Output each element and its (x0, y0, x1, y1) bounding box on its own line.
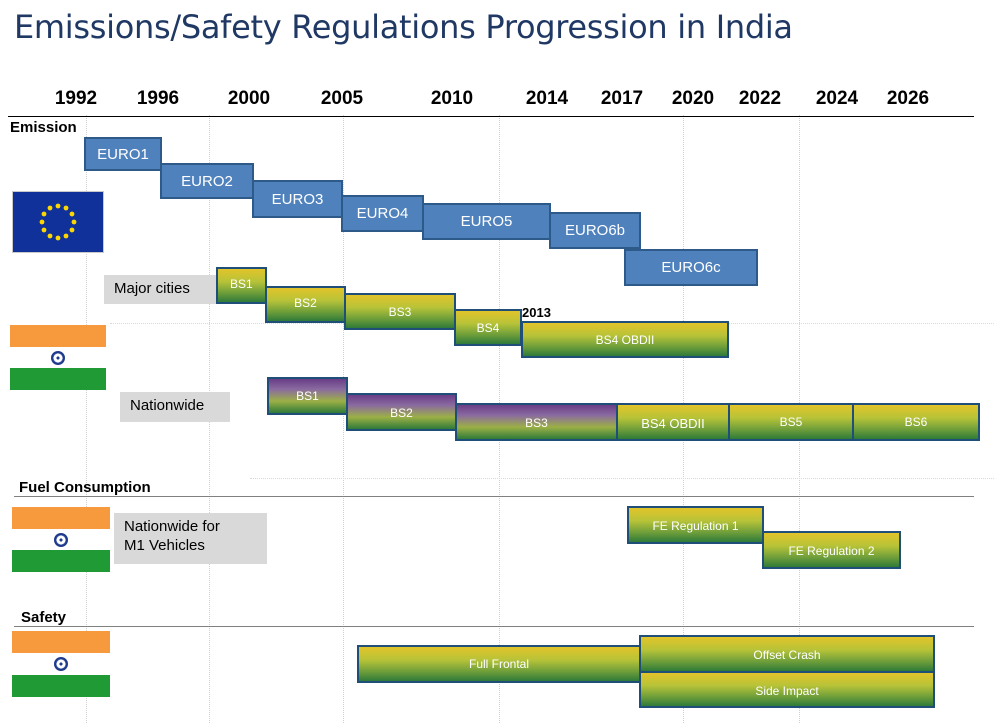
year-label: 2000 (227, 88, 271, 109)
nationwide-m1-line2: M1 Vehicles (124, 537, 205, 554)
bs4-obdii-major-bar: BS4 OBDII (521, 321, 729, 358)
year-label: 2017 (600, 88, 644, 109)
bs1-major-bar: BS1 (216, 267, 267, 304)
year-label: 2005 (320, 88, 364, 109)
bs2-nationwide-bar: BS2 (346, 393, 457, 431)
nationwide-m1-line1: Nationwide for (124, 518, 220, 535)
guide-line (250, 478, 994, 479)
side-impact-bar: Side Impact (639, 671, 935, 708)
fe-regulation-1-bar: FE Regulation 1 (627, 506, 764, 544)
gridline (343, 115, 344, 723)
year-label: 2020 (671, 88, 715, 109)
euro1-bar: EURO1 (84, 137, 162, 171)
nationwide-m1-label: Nationwide for M1 Vehicles (114, 513, 267, 564)
emission-rule (8, 116, 974, 117)
euro3-bar: EURO3 (252, 180, 343, 218)
eu-flag-icon (12, 191, 104, 253)
year-label: 2024 (815, 88, 859, 109)
euro4-bar: EURO4 (341, 195, 424, 232)
year-2013-label: 2013 (522, 305, 551, 320)
bs6-nationwide-bar: BS6 (852, 403, 980, 441)
india-flag-icon (12, 507, 110, 572)
full-frontal-bar: Full Frontal (357, 645, 641, 683)
major-cities-label: Major cities (104, 275, 216, 304)
euro5-bar: EURO5 (422, 203, 551, 240)
bs1-nationwide-bar: BS1 (267, 377, 348, 415)
fuel-rule (14, 496, 974, 497)
euro6b-bar: EURO6b (549, 212, 641, 249)
offset-crash-bar: Offset Crash (639, 635, 935, 673)
year-label: 2026 (886, 88, 930, 109)
nationwide-label: Nationwide (120, 392, 230, 422)
bs3-major-bar: BS3 (344, 293, 456, 330)
india-flag-icon (12, 631, 110, 697)
section-fuel: Fuel Consumption (19, 479, 151, 496)
chakra-icon (54, 657, 68, 671)
eu-stars (39, 203, 77, 241)
year-label: 2022 (738, 88, 782, 109)
bs3-nationwide-bar: BS3 (455, 403, 618, 441)
gridline (86, 115, 87, 723)
chakra-icon (54, 532, 68, 547)
fe-regulation-2-bar: FE Regulation 2 (762, 531, 901, 569)
bs5-nationwide-bar: BS5 (728, 403, 854, 441)
section-safety: Safety (21, 609, 67, 626)
year-label: 1996 (136, 88, 180, 109)
euro2-bar: EURO2 (160, 163, 254, 199)
year-label: 2010 (430, 88, 474, 109)
chakra-icon (51, 350, 65, 365)
page-title: Emissions/Safety Regulations Progression… (14, 8, 793, 46)
year-label: 1992 (54, 88, 98, 109)
india-flag-icon (10, 325, 106, 390)
section-emission: Emission (10, 119, 77, 136)
euro6c-bar: EURO6c (624, 249, 758, 286)
bs2-major-bar: BS2 (265, 286, 346, 323)
bs4-obdii-nationwide-bar: BS4 OBDII (616, 403, 730, 441)
year-label: 2014 (525, 88, 569, 109)
safety-rule (14, 626, 974, 627)
bs4-major-bar: BS4 (454, 309, 522, 346)
